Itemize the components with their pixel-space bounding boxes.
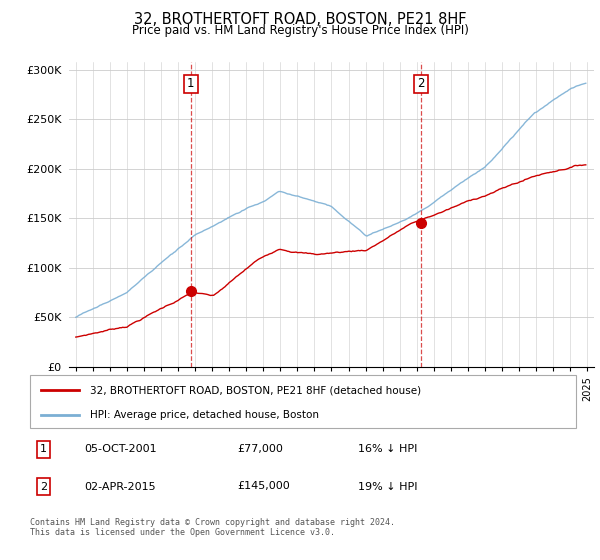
- Text: £77,000: £77,000: [238, 445, 283, 454]
- Text: 32, BROTHERTOFT ROAD, BOSTON, PE21 8HF: 32, BROTHERTOFT ROAD, BOSTON, PE21 8HF: [134, 12, 466, 27]
- Text: 1: 1: [40, 445, 47, 454]
- Text: £145,000: £145,000: [238, 482, 290, 492]
- FancyBboxPatch shape: [30, 375, 576, 428]
- Text: 05-OCT-2001: 05-OCT-2001: [85, 445, 157, 454]
- Text: 16% ↓ HPI: 16% ↓ HPI: [358, 445, 417, 454]
- Text: 19% ↓ HPI: 19% ↓ HPI: [358, 482, 417, 492]
- Text: 1: 1: [187, 77, 194, 91]
- Text: 2: 2: [417, 77, 425, 91]
- Text: Contains HM Land Registry data © Crown copyright and database right 2024.
This d: Contains HM Land Registry data © Crown c…: [30, 518, 395, 538]
- Text: 32, BROTHERTOFT ROAD, BOSTON, PE21 8HF (detached house): 32, BROTHERTOFT ROAD, BOSTON, PE21 8HF (…: [90, 385, 421, 395]
- Text: 2: 2: [40, 482, 47, 492]
- Text: 02-APR-2015: 02-APR-2015: [85, 482, 156, 492]
- Text: Price paid vs. HM Land Registry's House Price Index (HPI): Price paid vs. HM Land Registry's House …: [131, 24, 469, 37]
- Text: HPI: Average price, detached house, Boston: HPI: Average price, detached house, Bost…: [90, 409, 319, 419]
